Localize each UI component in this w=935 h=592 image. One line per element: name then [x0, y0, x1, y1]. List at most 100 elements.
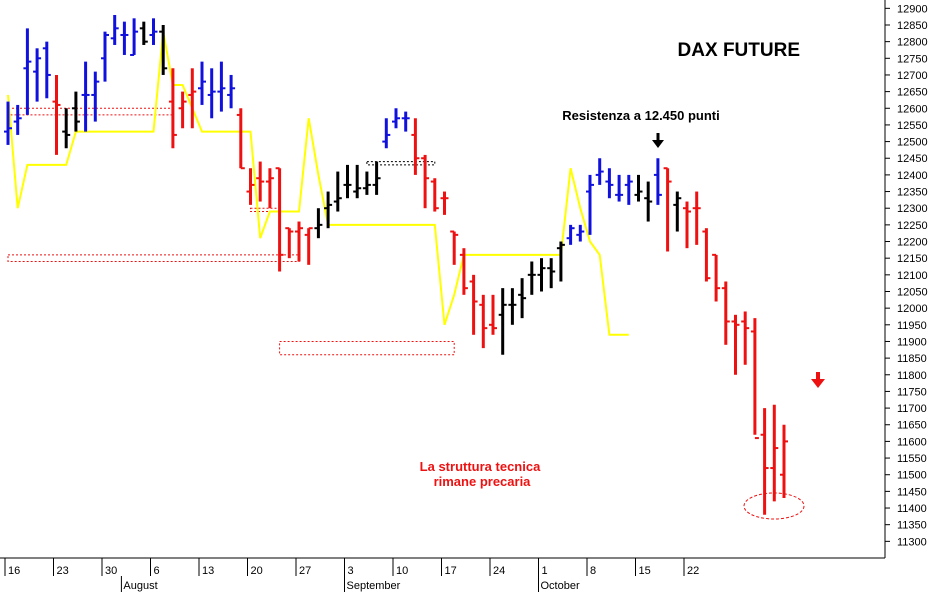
y-tick-label: 12500 — [897, 137, 928, 149]
ohlc-bar — [712, 253, 721, 302]
ohlc-bar — [576, 224, 585, 242]
x-tick-label: 10 — [396, 565, 408, 577]
ohlc-bar — [91, 71, 100, 122]
ohlc-bar — [489, 294, 497, 335]
ohlc-bar — [81, 61, 90, 132]
ohlc-bar — [547, 258, 556, 289]
ohlc-bar — [780, 424, 788, 499]
ohlc-bar — [537, 258, 546, 292]
y-tick-label: 11800 — [897, 370, 927, 382]
y-tick-label: 12200 — [897, 237, 928, 249]
ohlc-bar — [207, 68, 216, 119]
ohlc-bar — [750, 318, 759, 440]
ohlc-bar — [459, 248, 468, 295]
y-tick-label: 12100 — [897, 270, 928, 282]
ohlc-bar — [508, 288, 517, 325]
ohlc-bar — [149, 18, 158, 45]
y-tick-label: 11700 — [897, 403, 927, 415]
ohlc-bar — [275, 167, 284, 272]
y-tick-label: 12300 — [897, 203, 928, 215]
ohlc-bar — [217, 61, 226, 112]
ohlc-bar — [692, 191, 701, 245]
zone-rect — [366, 161, 436, 166]
ohlc-bar — [372, 161, 381, 195]
x-tick-label: 15 — [639, 565, 651, 577]
month-label: October — [541, 580, 580, 592]
y-tick-label: 12800 — [897, 37, 928, 49]
ohlc-bar — [13, 104, 22, 135]
y-tick-label: 12850 — [897, 20, 928, 32]
y-tick-label: 11650 — [897, 420, 927, 432]
x-tick-label: 27 — [299, 565, 311, 577]
ohlc-bar — [198, 61, 206, 105]
ohlc-bar — [265, 168, 274, 209]
y-tick-label: 12750 — [897, 53, 928, 65]
ohlc-bar — [188, 68, 197, 129]
ohlc-bar — [343, 164, 352, 199]
y-tick-label: 12250 — [897, 220, 928, 232]
ohlc-bar — [479, 294, 488, 349]
ohlc-bar — [741, 311, 750, 365]
y-tick-label: 11350 — [897, 520, 927, 532]
ohlc-bar — [236, 108, 245, 170]
y-tick-label: 12550 — [897, 120, 928, 132]
ohlc-bar — [4, 101, 12, 145]
ohlc-bar — [52, 74, 61, 155]
y-tick-label: 11550 — [897, 453, 927, 465]
ohlc-bar — [314, 208, 323, 239]
ohlc-bar — [605, 168, 614, 199]
x-tick-label: 1 — [542, 565, 548, 577]
ohlc-bar — [469, 274, 478, 335]
ohlc-bar — [401, 111, 410, 132]
ohlc-bar — [663, 167, 672, 252]
ohlc-bar — [130, 18, 139, 56]
ohlc-bar — [673, 191, 682, 232]
zone-rect — [7, 254, 300, 263]
y-tick-label: 11850 — [897, 353, 927, 365]
ohlc-bar — [295, 221, 303, 262]
y-tick-label: 12150 — [897, 253, 928, 265]
y-tick-label: 12650 — [897, 87, 928, 99]
y-tick-label: 11300 — [897, 536, 927, 548]
ohlc-bar — [595, 158, 604, 185]
ohlc-bar — [440, 191, 449, 215]
ohlc-bar — [71, 91, 80, 132]
x-axis: 16 23 30 6 13 20 27 3 10 17 24 1 8 15 22 August Septembe… — [0, 557, 885, 592]
ohlc-bar — [353, 164, 362, 199]
y-tick-label: 12700 — [897, 70, 928, 82]
ohlc-bar — [139, 21, 148, 45]
ohlc-bar — [498, 288, 507, 355]
ohlc-bar — [527, 261, 536, 295]
ohlc-bar — [586, 174, 594, 235]
y-axis: 11300 11350 11400 11450 11500 11550 11600 11650… — [884, 0, 928, 558]
ohlc-bar — [770, 404, 779, 502]
x-tick-label: 24 — [493, 565, 505, 577]
ohlc-bar — [324, 191, 333, 229]
month-label: August — [123, 580, 157, 592]
envelope-line — [7, 31, 629, 336]
ohlc-bar — [653, 158, 662, 205]
ohlc-bar — [23, 28, 32, 115]
y-tick-label: 11500 — [897, 470, 927, 482]
x-tick-label: 17 — [445, 565, 457, 577]
y-tick-label: 12050 — [897, 286, 928, 298]
y-tick-label: 12000 — [897, 303, 928, 315]
ohlc-bar — [382, 118, 391, 149]
y-tick-label: 11400 — [897, 503, 927, 515]
ohlc-bar — [731, 314, 740, 375]
low-highlight-ellipse — [743, 492, 805, 520]
x-tick-label: 30 — [105, 565, 117, 577]
ohlc-bar — [42, 41, 51, 99]
x-tick-label: 8 — [590, 565, 596, 577]
ohlc-bar — [615, 174, 624, 202]
ohlc-bar — [227, 74, 236, 109]
y-tick-label: 11450 — [897, 486, 927, 498]
ohlc-bar — [518, 278, 527, 319]
y-tick-label: 11950 — [897, 320, 927, 332]
red-down-arrow-icon — [811, 372, 825, 388]
ohlc-bar — [285, 227, 294, 259]
month-label: September — [347, 580, 401, 592]
structure-annotation-line1: La struttura tecnica — [420, 459, 541, 474]
ohlc-bar — [62, 108, 71, 149]
